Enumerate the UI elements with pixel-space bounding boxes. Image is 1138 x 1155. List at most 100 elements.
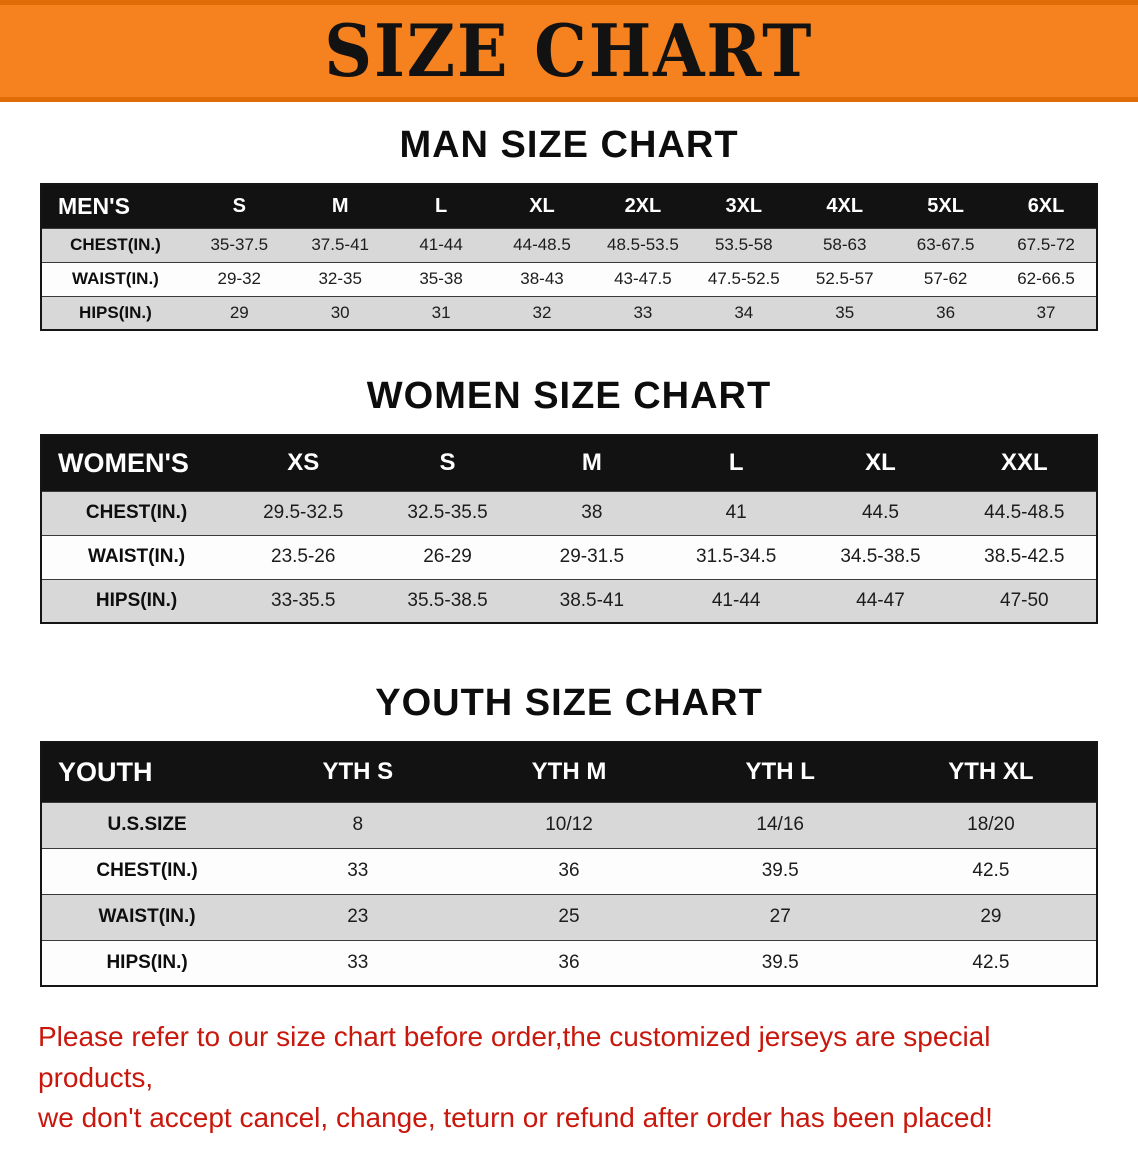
men-size-header-cell: 6XL xyxy=(996,184,1097,228)
youth-table-row: HIPS(IN.) 33 36 39.5 42.5 xyxy=(41,939,1097,986)
youth-size-value-cell: 33 xyxy=(252,847,464,894)
youth-table-row: WAIST(IN.) 23 25 27 29 xyxy=(41,893,1097,940)
men-size-chart-section: MAN SIZE CHART MEN'S S M L XL 2XL 3XL 4XL 5XL 6XL C… xyxy=(0,124,1138,331)
men-size-value-cell: 33 xyxy=(592,295,694,330)
men-size-value-cell: 41-44 xyxy=(390,227,492,262)
women-section-heading: WOMEN SIZE CHART xyxy=(366,375,772,417)
women-header-row: WOMEN'S XS S M L XL XXL xyxy=(41,435,1097,491)
men-row-label: WAIST(IN.) xyxy=(41,261,189,296)
men-size-value-cell: 32 xyxy=(491,295,593,330)
men-size-value-cell: 35-38 xyxy=(390,261,492,296)
women-size-value-cell: 32.5-35.5 xyxy=(375,490,520,535)
women-row-label: CHEST(IN.) xyxy=(41,490,232,535)
men-size-value-cell: 38-43 xyxy=(491,261,593,296)
youth-size-value-cell: 27 xyxy=(674,893,886,940)
men-size-header-cell: S xyxy=(188,184,290,228)
youth-size-value-cell: 42.5 xyxy=(885,847,1097,894)
men-size-value-cell: 58-63 xyxy=(794,227,896,262)
women-size-value-cell: 44.5-48.5 xyxy=(952,490,1097,535)
youth-size-header-cell: YTH M xyxy=(463,742,675,802)
men-row-label: HIPS(IN.) xyxy=(41,295,189,330)
youth-size-value-cell: 23 xyxy=(252,893,464,940)
youth-row-label: HIPS(IN.) xyxy=(41,939,253,986)
footer-note: Please refer to our size chart before or… xyxy=(38,1017,1100,1139)
women-size-value-cell: 41-44 xyxy=(664,578,809,623)
men-size-header-cell: L xyxy=(390,184,492,228)
women-size-value-cell: 34.5-38.5 xyxy=(808,534,953,579)
men-size-value-cell: 35 xyxy=(794,295,896,330)
youth-row-label: CHEST(IN.) xyxy=(41,847,253,894)
women-size-table: WOMEN'S XS S M L XL XXL CHEST(IN.) 29.5-32.5 32.5… xyxy=(40,434,1098,624)
men-size-header-cell: M xyxy=(289,184,391,228)
men-size-value-cell: 57-62 xyxy=(895,261,997,296)
size-chart-sections: MAN SIZE CHART MEN'S S M L XL 2XL 3XL 4XL 5XL 6XL C… xyxy=(0,124,1138,987)
men-size-value-cell: 67.5-72 xyxy=(996,227,1097,262)
page-title: SIZE CHART xyxy=(324,8,814,93)
men-row-label: CHEST(IN.) xyxy=(41,227,189,262)
youth-table-title-cell: YOUTH xyxy=(41,742,253,802)
men-size-value-cell: 53.5-58 xyxy=(693,227,795,262)
youth-row-label: WAIST(IN.) xyxy=(41,893,253,940)
youth-size-value-cell: 29 xyxy=(885,893,1097,940)
men-size-value-cell: 32-35 xyxy=(289,261,391,296)
women-size-value-cell: 35.5-38.5 xyxy=(375,578,520,623)
men-size-value-cell: 35-37.5 xyxy=(188,227,290,262)
women-size-header-cell: M xyxy=(519,435,665,491)
youth-size-value-cell: 33 xyxy=(252,939,464,986)
men-size-value-cell: 29-32 xyxy=(188,261,290,296)
women-size-value-cell: 29.5-32.5 xyxy=(231,490,376,535)
men-size-value-cell: 37 xyxy=(996,295,1097,330)
men-size-header-cell: XL xyxy=(491,184,593,228)
youth-size-table: YOUTH YTH S YTH M YTH L YTH XL U.S.SIZE 8 10/12… xyxy=(40,741,1098,987)
women-size-header-cell: XS xyxy=(231,435,376,491)
youth-size-chart-section: YOUTH SIZE CHART YOUTH YTH S YTH M YTH L YTH … xyxy=(0,682,1138,987)
women-table-row: HIPS(IN.) 33-35.5 35.5-38.5 38.5-41 41-44 44-… xyxy=(41,578,1097,623)
youth-size-value-cell: 8 xyxy=(252,801,464,848)
men-table-row: WAIST(IN.) 29-32 32-35 35-38 38-43 43-47.5 47.… xyxy=(41,261,1097,296)
men-size-value-cell: 62-66.5 xyxy=(996,261,1097,296)
men-size-value-cell: 52.5-57 xyxy=(794,261,896,296)
women-size-value-cell: 23.5-26 xyxy=(231,534,376,579)
women-size-value-cell: 44-47 xyxy=(808,578,953,623)
men-size-value-cell: 34 xyxy=(693,295,795,330)
youth-size-value-cell: 39.5 xyxy=(674,847,886,894)
youth-size-value-cell: 42.5 xyxy=(885,939,1097,986)
men-size-header-cell: 2XL xyxy=(592,184,694,228)
men-size-header-cell: 4XL xyxy=(794,184,896,228)
women-table-row: WAIST(IN.) 23.5-26 26-29 29-31.5 31.5-34.5 34… xyxy=(41,534,1097,579)
men-size-value-cell: 30 xyxy=(289,295,391,330)
men-header-row: MEN'S S M L XL 2XL 3XL 4XL 5XL 6XL xyxy=(41,184,1097,228)
men-section-heading: MAN SIZE CHART xyxy=(399,124,739,166)
women-size-header-cell: L xyxy=(664,435,809,491)
banner: SIZE CHART xyxy=(0,0,1138,102)
youth-size-value-cell: 36 xyxy=(463,847,675,894)
youth-size-value-cell: 39.5 xyxy=(674,939,886,986)
men-size-value-cell: 43-47.5 xyxy=(592,261,694,296)
women-size-value-cell: 47-50 xyxy=(952,578,1097,623)
women-size-value-cell: 33-35.5 xyxy=(231,578,376,623)
men-size-value-cell: 37.5-41 xyxy=(289,227,391,262)
men-size-header-cell: 3XL xyxy=(693,184,795,228)
women-size-value-cell: 41 xyxy=(664,490,809,535)
women-size-value-cell: 44.5 xyxy=(808,490,953,535)
men-size-value-cell: 44-48.5 xyxy=(491,227,593,262)
men-size-value-cell: 48.5-53.5 xyxy=(592,227,694,262)
women-row-label: HIPS(IN.) xyxy=(41,578,232,623)
women-size-header-cell: XXL xyxy=(952,435,1097,491)
women-size-value-cell: 38.5-41 xyxy=(519,578,665,623)
women-row-label: WAIST(IN.) xyxy=(41,534,232,579)
youth-size-value-cell: 14/16 xyxy=(674,801,886,848)
footer-note-line1: Please refer to our size chart before or… xyxy=(38,1021,991,1093)
youth-size-header-cell: YTH S xyxy=(252,742,464,802)
men-size-value-cell: 31 xyxy=(390,295,492,330)
men-table-row: HIPS(IN.) 29 30 31 32 33 34 35 36 37 xyxy=(41,295,1097,330)
women-size-header-cell: S xyxy=(375,435,520,491)
men-size-table: MEN'S S M L XL 2XL 3XL 4XL 5XL 6XL CHEST(IN.) 35-37… xyxy=(40,183,1098,331)
youth-table-row: CHEST(IN.) 33 36 39.5 42.5 xyxy=(41,847,1097,894)
women-size-header-cell: XL xyxy=(808,435,953,491)
youth-row-label: U.S.SIZE xyxy=(41,801,253,848)
women-table-title-cell: WOMEN'S xyxy=(41,435,232,491)
women-size-chart-section: WOMEN SIZE CHART WOMEN'S XS S M L XL XXL CHEST(I… xyxy=(0,375,1138,624)
youth-size-value-cell: 36 xyxy=(463,939,675,986)
